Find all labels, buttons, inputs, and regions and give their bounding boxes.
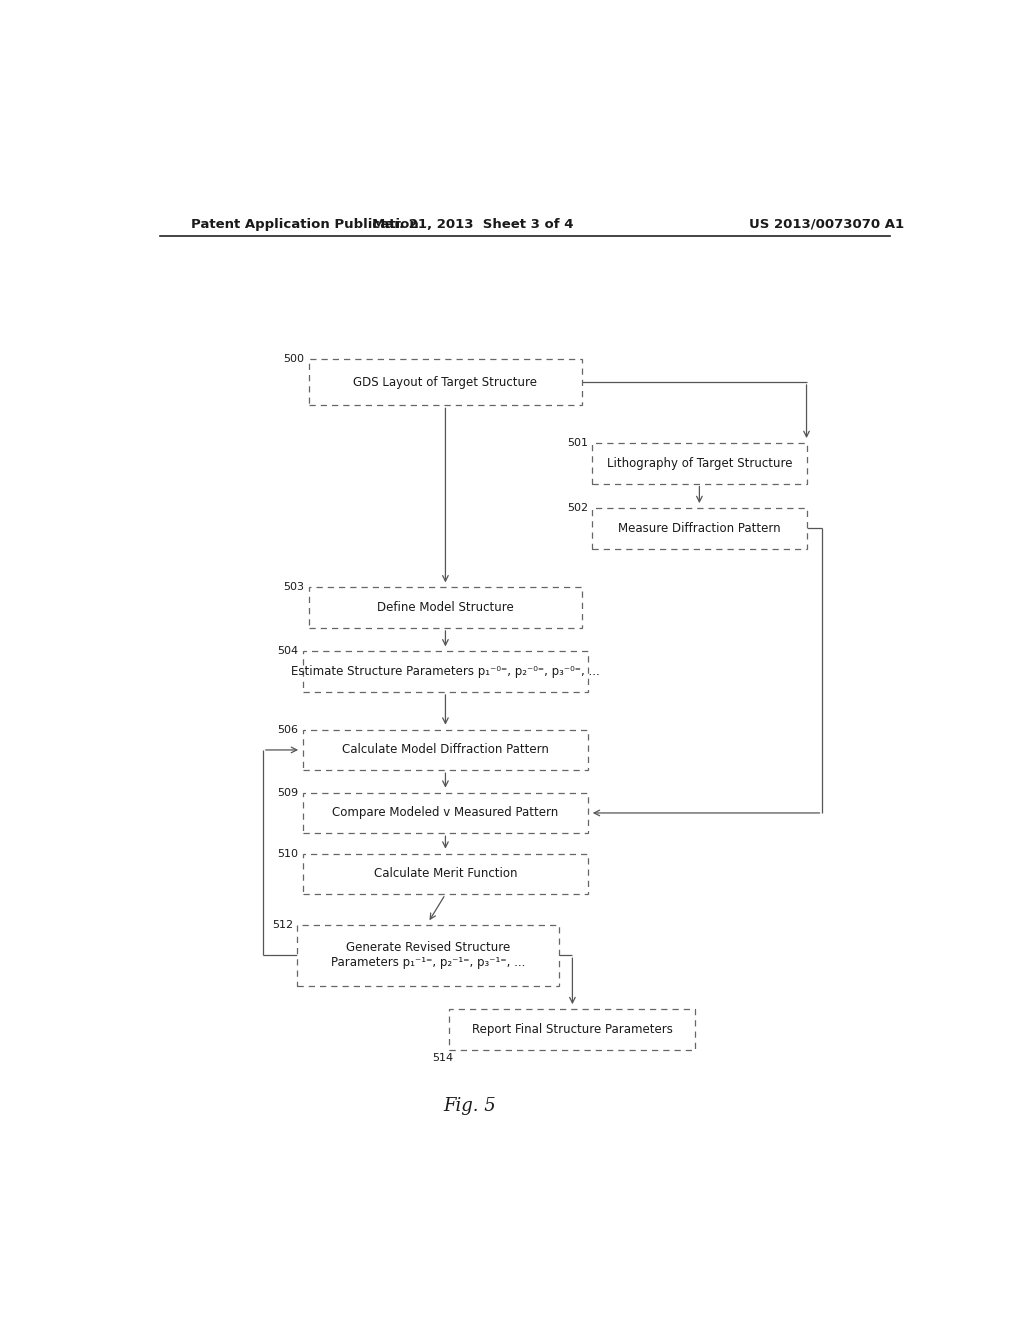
Text: Generate Revised Structure
Parameters p₁⁻¹⁼, p₂⁻¹⁼, p₃⁻¹⁼, ...: Generate Revised Structure Parameters p₁… (331, 941, 525, 969)
Text: 514: 514 (432, 1053, 454, 1063)
Text: 503: 503 (284, 582, 304, 593)
Text: 512: 512 (272, 920, 293, 929)
Text: 500: 500 (284, 354, 304, 363)
Text: GDS Layout of Target Structure: GDS Layout of Target Structure (353, 375, 538, 388)
Text: Calculate Merit Function: Calculate Merit Function (374, 867, 517, 880)
Bar (303, 854, 588, 894)
Text: Estimate Structure Parameters p₁⁻⁰⁼, p₂⁻⁰⁼, p₃⁻⁰⁼, ...: Estimate Structure Parameters p₁⁻⁰⁼, p₂⁻… (291, 665, 600, 678)
Text: Measure Diffraction Pattern: Measure Diffraction Pattern (618, 521, 780, 535)
Bar (308, 587, 583, 628)
Text: 510: 510 (278, 849, 299, 858)
Text: Lithography of Target Structure: Lithography of Target Structure (606, 457, 793, 470)
Text: 506: 506 (278, 725, 299, 734)
Text: Fig. 5: Fig. 5 (442, 1097, 496, 1114)
Bar (303, 651, 588, 692)
Bar (303, 792, 588, 833)
Text: Calculate Model Diffraction Pattern: Calculate Model Diffraction Pattern (342, 743, 549, 756)
Text: 504: 504 (278, 647, 299, 656)
Text: 509: 509 (278, 788, 299, 797)
Bar (592, 444, 807, 483)
Text: 502: 502 (567, 503, 588, 513)
Bar (592, 508, 807, 549)
Bar (303, 730, 588, 771)
Text: Define Model Structure: Define Model Structure (377, 601, 514, 614)
Text: Report Final Structure Parameters: Report Final Structure Parameters (472, 1023, 673, 1036)
Text: Mar. 21, 2013  Sheet 3 of 4: Mar. 21, 2013 Sheet 3 of 4 (373, 218, 574, 231)
Text: Patent Application Publication: Patent Application Publication (191, 218, 419, 231)
Bar (308, 359, 583, 405)
Bar (450, 1008, 695, 1049)
Bar (297, 925, 559, 986)
Text: US 2013/0073070 A1: US 2013/0073070 A1 (749, 218, 904, 231)
Text: Compare Modeled v Measured Pattern: Compare Modeled v Measured Pattern (333, 807, 558, 820)
Text: 501: 501 (567, 438, 588, 447)
